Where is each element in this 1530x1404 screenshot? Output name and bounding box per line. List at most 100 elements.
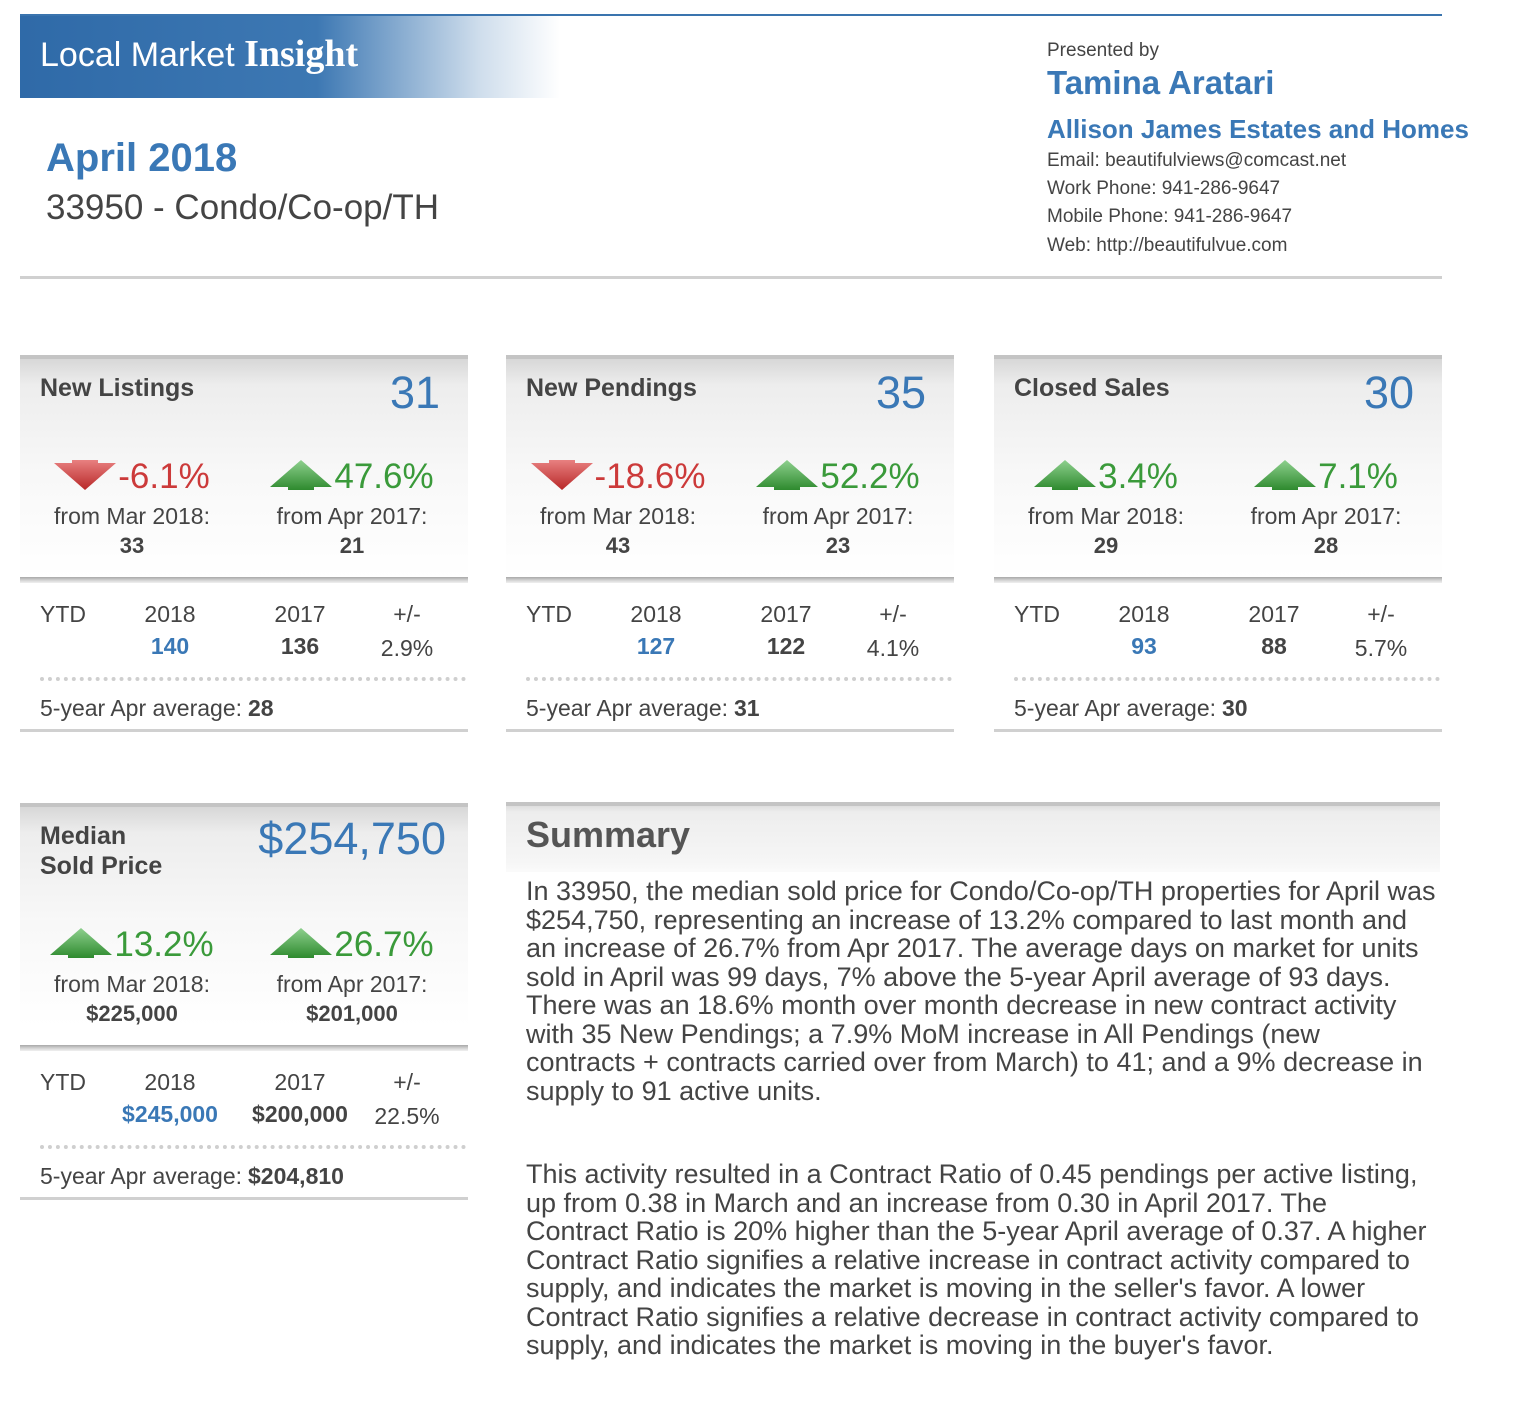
ytd-change-value: 5.7% xyxy=(1354,635,1408,661)
ytd-previous-value: $200,000 xyxy=(252,1101,348,1127)
ytd-current-value: 127 xyxy=(636,633,676,659)
ytd-label: YTD xyxy=(526,601,572,627)
summary-paragraph-1: In 33950, the median sold price for Cond… xyxy=(526,876,1436,1106)
brand-banner xyxy=(20,16,560,98)
yoy-change: 52.2% xyxy=(728,457,948,497)
five-year-average-label: 5-year Apr average: xyxy=(40,695,243,721)
card-bottom-rule xyxy=(506,729,954,732)
ytd-year-previous: 2017 xyxy=(274,601,326,627)
five-year-average: 5-year Apr average: $204,810 xyxy=(40,1163,344,1190)
yoy-change: 47.6% xyxy=(242,457,462,497)
ytd-year-current: 2018 xyxy=(630,601,682,627)
ytd-current-value: $245,000 xyxy=(122,1101,218,1127)
ytd-previous-value: 88 xyxy=(1261,633,1287,659)
card-title: Closed Sales xyxy=(1014,374,1170,402)
up-arrow-icon xyxy=(1254,459,1317,495)
mom-label: from Mar 2018: xyxy=(54,503,210,529)
agent-name: Tamina Aratari xyxy=(1047,64,1275,101)
mom-change-pct: 3.4% xyxy=(1098,457,1178,496)
summary-paragraph-2: This activity resulted in a Contract Rat… xyxy=(526,1159,1427,1360)
card-title: New Pendings xyxy=(526,374,697,402)
card-title-line-2: Sold Price xyxy=(40,852,163,880)
yoy-change: 7.1% xyxy=(1216,457,1436,497)
header-divider xyxy=(20,276,1442,279)
mom-change-pct: 13.2% xyxy=(114,925,214,964)
mom-change: -18.6% xyxy=(508,457,728,497)
five-year-average-value: $204,810 xyxy=(248,1163,344,1189)
up-arrow-icon xyxy=(50,927,113,963)
agent-email[interactable]: Email: beautifulviews@comcast.net xyxy=(1047,150,1347,171)
ytd-year-current: 2018 xyxy=(144,601,196,627)
yoy-label: from Apr 2017: xyxy=(276,971,428,997)
ytd-change-value: 4.1% xyxy=(866,635,920,661)
brand-bold-text: Insight xyxy=(244,33,359,75)
agent-web[interactable]: Web: http://beautifulvue.com xyxy=(1047,235,1288,256)
five-year-average: 5-year Apr average: 31 xyxy=(526,695,760,722)
card-header-bg xyxy=(20,803,468,1027)
ytd-year-previous: 2017 xyxy=(1248,601,1300,627)
top-rule xyxy=(20,14,1442,16)
ytd-change-label: +/- xyxy=(393,601,421,627)
mom-change-pct: -6.1% xyxy=(118,457,210,496)
yoy-change: 26.7% xyxy=(242,925,462,965)
ytd-change-value: 22.5% xyxy=(374,1103,440,1129)
brand-light-text: Local Market xyxy=(40,36,245,74)
card-divider xyxy=(506,577,954,583)
mom-change: -6.1% xyxy=(22,457,242,497)
card-divider xyxy=(20,577,468,583)
card-main-value: 30 xyxy=(1363,367,1414,418)
report-subtitle: 33950 - Condo/Co-op/TH xyxy=(46,188,439,227)
card-title: New Listings xyxy=(40,374,195,402)
up-arrow-icon xyxy=(756,459,819,495)
yoy-prior-value: 21 xyxy=(339,533,365,558)
five-year-average-value: 31 xyxy=(734,695,760,721)
up-arrow-icon xyxy=(1034,459,1097,495)
dotted-divider xyxy=(40,1145,466,1149)
up-arrow-icon xyxy=(270,927,333,963)
summary-top-border xyxy=(506,802,1440,806)
brokerage-name: Allison James Estates and Homes xyxy=(1047,114,1469,144)
ytd-year-current: 2018 xyxy=(1118,601,1170,627)
yoy-label: from Apr 2017: xyxy=(762,503,914,529)
card-bottom-rule xyxy=(20,729,468,732)
ytd-previous-value: 136 xyxy=(280,633,320,659)
card-top-border xyxy=(994,355,1442,359)
mom-label: from Mar 2018: xyxy=(54,971,210,997)
ytd-previous-value: 122 xyxy=(766,633,806,659)
mom-change: 3.4% xyxy=(996,457,1216,497)
mom-label: from Mar 2018: xyxy=(1028,503,1184,529)
ytd-current-value: 93 xyxy=(1131,633,1157,659)
yoy-change-pct: 52.2% xyxy=(820,457,920,496)
card-bottom-rule xyxy=(994,729,1442,732)
yoy-prior-value: $201,000 xyxy=(306,1001,398,1026)
card-title: Median Sold Price xyxy=(40,821,162,881)
down-arrow-icon xyxy=(54,459,117,495)
mom-prior-value: 33 xyxy=(119,533,145,558)
card-top-border xyxy=(20,355,468,359)
ytd-year-previous: 2017 xyxy=(274,1069,326,1095)
yoy-label: from Apr 2017: xyxy=(276,503,428,529)
yoy-change-pct: 47.6% xyxy=(334,457,434,496)
card-divider xyxy=(994,577,1442,583)
ytd-change-value: 2.9% xyxy=(380,635,434,661)
five-year-average-value: 28 xyxy=(248,695,274,721)
yoy-change-pct: 26.7% xyxy=(334,925,434,964)
dotted-divider xyxy=(40,677,466,681)
ytd-label: YTD xyxy=(1014,601,1060,627)
brand-logo: Local Market Insight xyxy=(40,32,358,76)
five-year-average-value: 30 xyxy=(1222,695,1248,721)
down-arrow-icon xyxy=(530,459,593,495)
card-main-value: 35 xyxy=(875,367,926,418)
yoy-change-pct: 7.1% xyxy=(1318,457,1398,496)
yoy-prior-value: 28 xyxy=(1313,533,1339,558)
card-top-border xyxy=(20,803,468,807)
report-month: April 2018 xyxy=(46,136,238,180)
five-year-average: 5-year Apr average: 30 xyxy=(1014,695,1248,722)
mom-change-pct: -18.6% xyxy=(594,457,706,496)
card-main-value: $254,750 xyxy=(258,813,446,864)
agent-work-phone: Work Phone: 941-286-9647 xyxy=(1047,178,1281,199)
card-main-value: 31 xyxy=(389,367,440,418)
mom-change: 13.2% xyxy=(22,925,242,965)
five-year-average: 5-year Apr average: 28 xyxy=(40,695,274,722)
summary-title: Summary xyxy=(526,814,691,855)
